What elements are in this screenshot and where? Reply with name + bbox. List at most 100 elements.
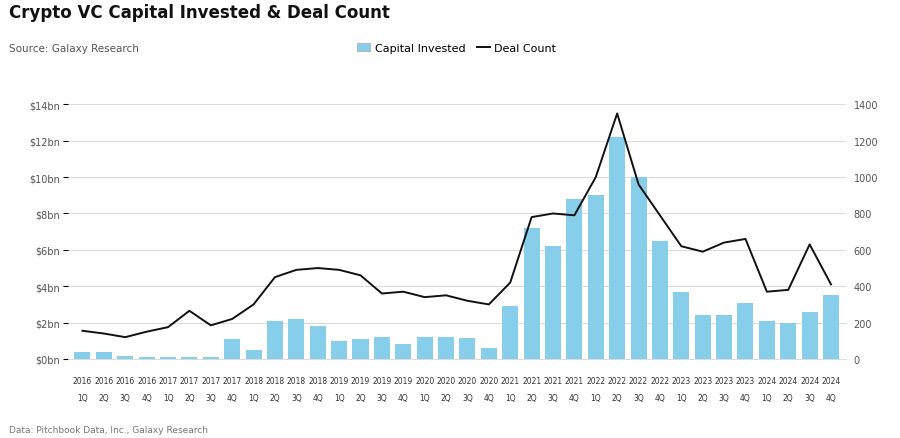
Bar	[695, 316, 711, 359]
Text: 1Q: 1Q	[334, 393, 345, 403]
Text: 3Q: 3Q	[291, 393, 302, 403]
Bar	[459, 338, 475, 359]
Bar	[737, 303, 753, 359]
Bar	[438, 337, 454, 359]
Bar	[609, 138, 626, 359]
Text: 2023: 2023	[715, 376, 733, 385]
Bar	[545, 247, 561, 359]
Text: 2020: 2020	[458, 376, 477, 385]
Text: 2023: 2023	[671, 376, 691, 385]
Bar	[139, 357, 155, 359]
Text: 3Q: 3Q	[462, 393, 472, 403]
Text: 3Q: 3Q	[376, 393, 387, 403]
Text: 2019: 2019	[351, 376, 370, 385]
Text: 4Q: 4Q	[654, 393, 665, 403]
Text: 2016: 2016	[73, 376, 92, 385]
Text: 1Q: 1Q	[163, 393, 174, 403]
Text: 3Q: 3Q	[805, 393, 815, 403]
Bar	[288, 319, 304, 359]
Text: 2020: 2020	[436, 376, 455, 385]
Bar	[202, 357, 219, 359]
Bar	[823, 296, 839, 359]
Text: 2019: 2019	[393, 376, 413, 385]
Text: 4Q: 4Q	[740, 393, 751, 403]
Text: 4Q: 4Q	[312, 393, 323, 403]
Text: 3Q: 3Q	[120, 393, 130, 403]
Bar	[631, 178, 646, 359]
Text: 3Q: 3Q	[719, 393, 730, 403]
Legend: Capital Invested, Deal Count: Capital Invested, Deal Count	[353, 39, 561, 58]
Bar	[780, 323, 796, 359]
Bar	[566, 199, 582, 359]
Text: 3Q: 3Q	[547, 393, 558, 403]
Text: 3Q: 3Q	[634, 393, 643, 403]
Text: Crypto VC Capital Invested & Deal Count: Crypto VC Capital Invested & Deal Count	[9, 4, 390, 22]
Text: 2024: 2024	[822, 376, 841, 385]
Text: 1Q: 1Q	[505, 393, 516, 403]
Bar	[246, 350, 262, 359]
Text: 4Q: 4Q	[483, 393, 494, 403]
Bar	[417, 337, 433, 359]
Bar	[182, 357, 197, 359]
Bar	[75, 352, 91, 359]
Bar	[310, 326, 326, 359]
Text: 1Q: 1Q	[77, 393, 88, 403]
Text: 2018: 2018	[308, 376, 328, 385]
Text: 2017: 2017	[222, 376, 242, 385]
Text: 2020: 2020	[415, 376, 435, 385]
Bar	[588, 196, 604, 359]
Text: 4Q: 4Q	[398, 393, 409, 403]
Text: 2022: 2022	[608, 376, 626, 385]
Text: 1Q: 1Q	[590, 393, 601, 403]
Text: 2016: 2016	[115, 376, 135, 385]
Text: 2022: 2022	[651, 376, 670, 385]
Text: 2024: 2024	[757, 376, 777, 385]
Text: 1Q: 1Q	[676, 393, 687, 403]
Text: 1Q: 1Q	[248, 393, 259, 403]
Text: 2017: 2017	[202, 376, 220, 385]
Text: 2021: 2021	[522, 376, 541, 385]
Text: 2018: 2018	[266, 376, 284, 385]
Text: 4Q: 4Q	[141, 393, 152, 403]
Text: 4Q: 4Q	[227, 393, 238, 403]
Text: 2Q: 2Q	[526, 393, 537, 403]
Text: Data: Pitchbook Data, Inc., Galaxy Research: Data: Pitchbook Data, Inc., Galaxy Resea…	[9, 424, 208, 434]
Text: 2Q: 2Q	[783, 393, 794, 403]
Bar	[502, 307, 518, 359]
Text: 2021: 2021	[544, 376, 562, 385]
Text: 2023: 2023	[736, 376, 755, 385]
Text: 2Q: 2Q	[698, 393, 708, 403]
Text: Source: Galaxy Research: Source: Galaxy Research	[9, 44, 139, 54]
Text: 2016: 2016	[137, 376, 157, 385]
Text: 1Q: 1Q	[761, 393, 772, 403]
Bar	[673, 292, 689, 359]
Bar	[331, 341, 347, 359]
Bar	[267, 321, 283, 359]
Text: 3Q: 3Q	[205, 393, 216, 403]
Text: 2Q: 2Q	[441, 393, 452, 403]
Bar	[716, 316, 732, 359]
Bar	[117, 357, 133, 359]
Text: 2023: 2023	[693, 376, 712, 385]
Text: 2016: 2016	[94, 376, 113, 385]
Text: 2021: 2021	[500, 376, 520, 385]
Bar	[353, 339, 368, 359]
Text: 2Q: 2Q	[184, 393, 194, 403]
Text: 2018: 2018	[287, 376, 306, 385]
Bar	[160, 357, 176, 359]
Text: 2019: 2019	[329, 376, 348, 385]
Bar	[224, 339, 240, 359]
Text: 2017: 2017	[180, 376, 199, 385]
Text: 2024: 2024	[778, 376, 798, 385]
Text: 4Q: 4Q	[569, 393, 580, 403]
Text: 2Q: 2Q	[98, 393, 109, 403]
Bar	[759, 321, 775, 359]
Text: 4Q: 4Q	[825, 393, 836, 403]
Text: 2Q: 2Q	[356, 393, 365, 403]
Text: 1Q: 1Q	[419, 393, 430, 403]
Bar	[395, 344, 411, 359]
Text: 2017: 2017	[158, 376, 177, 385]
Text: 2020: 2020	[479, 376, 499, 385]
Text: 2022: 2022	[586, 376, 606, 385]
Text: 2019: 2019	[373, 376, 392, 385]
